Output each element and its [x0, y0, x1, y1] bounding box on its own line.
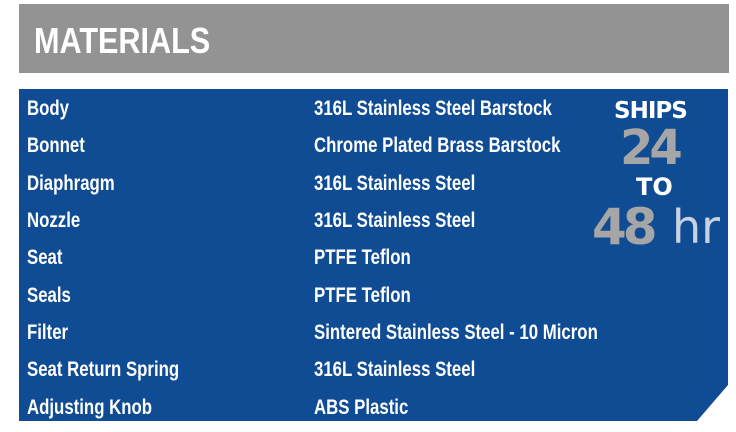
badge-ships-text: SHIPS: [614, 98, 688, 124]
material-value: Chrome Plated Brass Barstock: [314, 134, 561, 157]
material-value: PTFE Teflon: [314, 246, 411, 269]
material-value: Sintered Stainless Steel - 10 Micron: [314, 321, 598, 344]
material-value: ABS Plastic: [314, 396, 409, 419]
badge-until-number: 48: [592, 198, 658, 256]
table-row: Adjusting Knob ABS Plastic: [19, 389, 728, 421]
part-name: Filter: [27, 321, 69, 344]
material-value: 316L Stainless Steel: [314, 172, 476, 195]
part-name: Nozzle: [27, 209, 81, 232]
section-title: MATERIALS: [34, 20, 211, 61]
part-name: Adjusting Knob: [27, 396, 153, 419]
part-name: Seat: [27, 246, 63, 269]
part-name: Diaphragm: [27, 172, 115, 195]
material-value: 316L Stainless Steel: [314, 358, 476, 381]
table-row: Nozzle 316L Stainless Steel: [19, 202, 728, 239]
table-row: Diaphragm 316L Stainless Steel: [19, 165, 728, 202]
badge-from-number: 24: [620, 120, 683, 176]
table-row: Seat Return Spring 316L Stainless Steel: [19, 351, 728, 388]
section-header: MATERIALS: [19, 4, 729, 73]
shipping-time-badge: SHIPS 24 TO 48 hr: [592, 99, 730, 253]
material-value: 316L Stainless Steel Barstock: [314, 97, 552, 120]
badge-to-text: TO: [636, 173, 673, 201]
part-name: Body: [27, 97, 69, 120]
table-row: Seals PTFE Teflon: [19, 277, 728, 314]
part-name: Seals: [27, 284, 71, 307]
badge-unit-text: hr: [672, 200, 721, 254]
material-value: 316L Stainless Steel: [314, 209, 476, 232]
materials-table: Body 316L Stainless Steel Barstock Bonnet…: [19, 89, 728, 421]
material-value: PTFE Teflon: [314, 284, 411, 307]
table-row: Bonnet Chrome Plated Brass Barstock: [19, 127, 728, 164]
table-row: Seat PTFE Teflon: [19, 239, 728, 276]
table-row: Body 316L Stainless Steel Barstock: [19, 90, 728, 127]
part-name: Bonnet: [27, 134, 85, 157]
table-row: Filter Sintered Stainless Steel - 10 Micr…: [19, 314, 728, 351]
part-name: Seat Return Spring: [27, 358, 180, 381]
